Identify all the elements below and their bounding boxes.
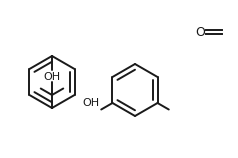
Text: OH: OH: [82, 97, 99, 107]
Text: OH: OH: [44, 72, 60, 82]
Text: O: O: [195, 25, 205, 39]
